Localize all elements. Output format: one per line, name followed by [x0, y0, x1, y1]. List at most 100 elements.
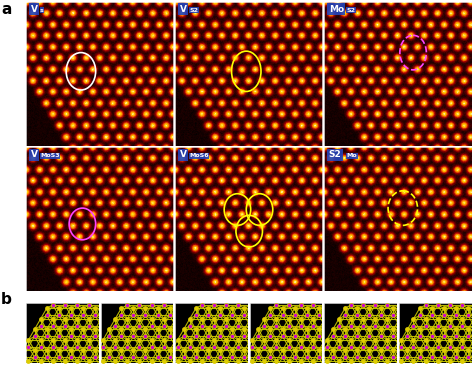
Point — [372, 358, 379, 364]
Point — [323, 344, 330, 350]
Text: MoS3: MoS3 — [40, 153, 60, 158]
Point — [255, 354, 262, 360]
Point — [198, 344, 206, 350]
Point — [372, 337, 379, 343]
Point — [398, 344, 405, 350]
Point — [266, 334, 274, 339]
Point — [192, 347, 200, 353]
Point — [422, 323, 429, 329]
Point — [136, 323, 143, 329]
Point — [291, 312, 299, 318]
Point — [273, 302, 280, 308]
Point — [365, 312, 373, 318]
Point — [148, 323, 155, 329]
Point — [353, 354, 361, 360]
Point — [37, 344, 45, 350]
Point — [341, 312, 349, 318]
Point — [204, 347, 212, 353]
Point — [228, 334, 236, 339]
Point — [204, 312, 212, 318]
Point — [347, 344, 355, 350]
Point — [180, 326, 188, 332]
Point — [37, 358, 45, 364]
Point — [43, 312, 50, 318]
Point — [410, 316, 417, 322]
Point — [180, 347, 188, 353]
Point — [291, 312, 299, 318]
Point — [61, 344, 69, 350]
Point — [73, 316, 81, 322]
Point — [186, 358, 193, 364]
Point — [91, 312, 99, 318]
Point — [365, 305, 373, 311]
Point — [192, 354, 200, 360]
Point — [49, 323, 56, 329]
Point — [335, 344, 343, 350]
Point — [303, 334, 310, 339]
Point — [297, 358, 304, 364]
Point — [129, 354, 137, 360]
Point — [309, 316, 317, 322]
Point — [160, 344, 167, 350]
Point — [105, 354, 113, 360]
Point — [315, 326, 323, 332]
Point — [111, 337, 119, 343]
Point — [372, 323, 379, 329]
Point — [142, 354, 149, 360]
Point — [148, 358, 155, 364]
Point — [79, 305, 87, 311]
Point — [160, 302, 167, 308]
Point — [291, 347, 299, 353]
Point — [279, 334, 286, 339]
Point — [61, 302, 69, 308]
Point — [91, 312, 99, 318]
Point — [55, 347, 63, 353]
Point — [118, 334, 125, 339]
Point — [180, 354, 188, 360]
Point — [111, 344, 119, 350]
Point — [416, 305, 423, 311]
Point — [43, 334, 50, 339]
Point — [25, 344, 32, 350]
Point — [297, 302, 304, 308]
Point — [186, 323, 193, 329]
Point — [291, 326, 299, 332]
Point — [79, 326, 87, 332]
Point — [136, 344, 143, 350]
Point — [79, 347, 87, 353]
Point — [166, 347, 173, 353]
Point — [148, 323, 155, 329]
Point — [390, 334, 397, 339]
Point — [377, 354, 385, 360]
Point — [291, 334, 299, 339]
Point — [79, 354, 87, 360]
Point — [43, 312, 50, 318]
Point — [111, 344, 119, 350]
Point — [347, 337, 355, 343]
Point — [377, 326, 385, 332]
Point — [154, 347, 161, 353]
Point — [235, 302, 242, 308]
Point — [174, 344, 182, 350]
Point — [105, 347, 113, 353]
Point — [261, 316, 268, 322]
Point — [297, 344, 304, 350]
Point — [428, 347, 436, 353]
Point — [353, 312, 361, 318]
Point — [222, 316, 230, 322]
Point — [266, 347, 274, 353]
Point — [359, 358, 367, 364]
Point — [31, 326, 38, 332]
Point — [452, 354, 460, 360]
Point — [186, 344, 193, 350]
Point — [240, 347, 248, 353]
Point — [55, 312, 63, 318]
Point — [464, 334, 472, 339]
Point — [235, 344, 242, 350]
Point — [315, 347, 323, 353]
Point — [365, 354, 373, 360]
Point — [73, 323, 81, 329]
Point — [261, 344, 268, 350]
Point — [383, 323, 391, 329]
Point — [142, 305, 149, 311]
